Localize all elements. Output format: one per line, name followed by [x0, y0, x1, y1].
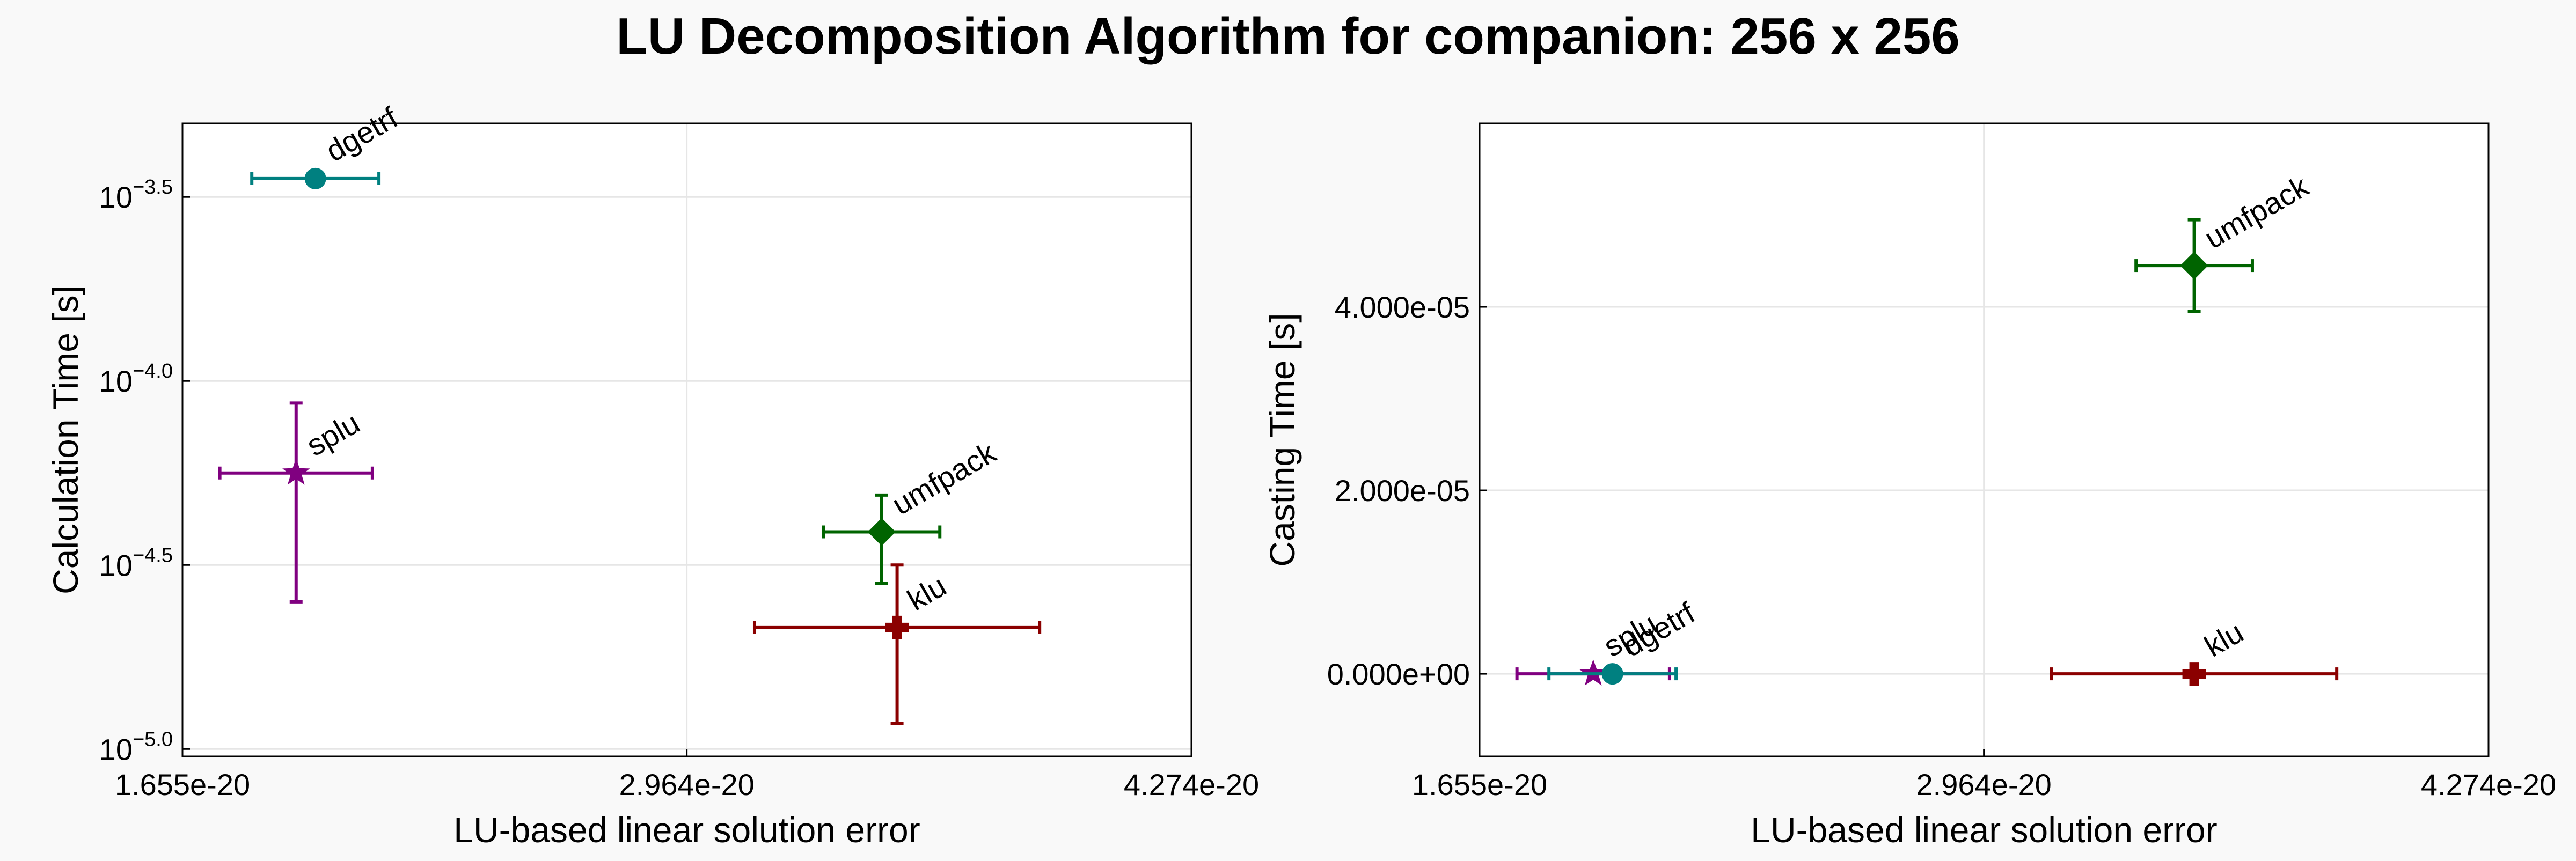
x-tick-label: 2.964e-20: [1916, 768, 2052, 801]
x-tick-label: 1.655e-20: [115, 768, 250, 801]
x-tick-label: 1.655e-20: [1412, 768, 1547, 801]
y-axis-label: Calculation Time [s]: [46, 285, 85, 594]
point-marker-dgetrf: [1601, 663, 1623, 685]
y-tick-label: 10−4.0: [99, 360, 173, 398]
x-tick-label: 4.274e-20: [1124, 768, 1259, 801]
y-axis-label: Casting Time [s]: [1262, 313, 1302, 566]
figure-title: LU Decomposition Algorithm for companion…: [616, 8, 1959, 65]
x-tick-label: 4.274e-20: [2421, 768, 2556, 801]
x-axis-label: LU-based linear solution error: [453, 810, 920, 850]
point-marker-umfpack: [867, 518, 896, 546]
point-marker-klu: [885, 615, 909, 639]
y-tick-label: 10−4.5: [99, 544, 173, 582]
y-tick-label: 10−3.5: [99, 176, 173, 214]
y-tick-label: 10−5.0: [99, 728, 173, 766]
point-marker-klu: [2182, 662, 2206, 686]
x-axis-label: LU-based linear solution error: [1751, 810, 2217, 850]
right-panel: 1.655e-20 2.964e-20 4.274e-20 0.000e+00 2.00…: [1262, 122, 2556, 850]
y-tick-label: 2.000e-05: [1335, 474, 1470, 507]
left-panel: 1.655e-20 2.964e-20 4.274e-20 10−3.5 10−4.0 1…: [46, 100, 1259, 850]
y-tick-label: 0.000e+00: [1327, 657, 1470, 691]
point-marker-umfpack: [2180, 252, 2208, 280]
point-marker-dgetrf: [304, 167, 326, 189]
point-marker-splu: [282, 458, 310, 485]
y-tick-label: 4.000e-05: [1335, 290, 1470, 324]
x-tick-label: 2.964e-20: [619, 768, 755, 801]
